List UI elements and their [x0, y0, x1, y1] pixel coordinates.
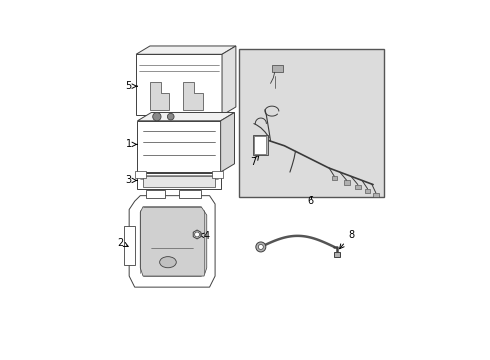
Bar [373, 193, 379, 197]
Polygon shape [129, 195, 215, 287]
Polygon shape [150, 82, 170, 110]
Polygon shape [123, 226, 135, 265]
Polygon shape [138, 121, 220, 172]
Polygon shape [140, 207, 207, 276]
Circle shape [195, 232, 199, 237]
Text: 4: 4 [198, 231, 210, 241]
Polygon shape [143, 176, 215, 186]
Polygon shape [220, 112, 235, 172]
Text: 3: 3 [125, 175, 137, 185]
Text: 1: 1 [125, 139, 137, 149]
Polygon shape [179, 190, 201, 198]
Text: 5: 5 [125, 81, 137, 91]
Bar [332, 176, 337, 180]
Bar [355, 185, 361, 189]
Polygon shape [146, 190, 165, 198]
Polygon shape [252, 135, 268, 156]
Polygon shape [136, 54, 222, 115]
Polygon shape [212, 171, 223, 177]
Bar [272, 66, 283, 72]
Ellipse shape [160, 257, 176, 268]
Polygon shape [135, 171, 146, 177]
Text: 6: 6 [308, 195, 314, 206]
Text: 7: 7 [250, 155, 259, 167]
Polygon shape [138, 174, 220, 189]
Circle shape [258, 244, 263, 249]
Circle shape [168, 113, 174, 120]
Circle shape [153, 112, 161, 121]
Polygon shape [183, 82, 203, 110]
Bar [334, 252, 341, 257]
Polygon shape [193, 230, 201, 239]
Bar [239, 49, 384, 197]
Polygon shape [254, 136, 267, 154]
Text: 8: 8 [340, 230, 354, 249]
Polygon shape [138, 112, 235, 121]
Text: 2: 2 [118, 238, 128, 248]
Bar [365, 189, 370, 193]
Bar [344, 180, 349, 185]
Polygon shape [136, 46, 236, 54]
Circle shape [256, 242, 266, 252]
Polygon shape [222, 46, 236, 115]
